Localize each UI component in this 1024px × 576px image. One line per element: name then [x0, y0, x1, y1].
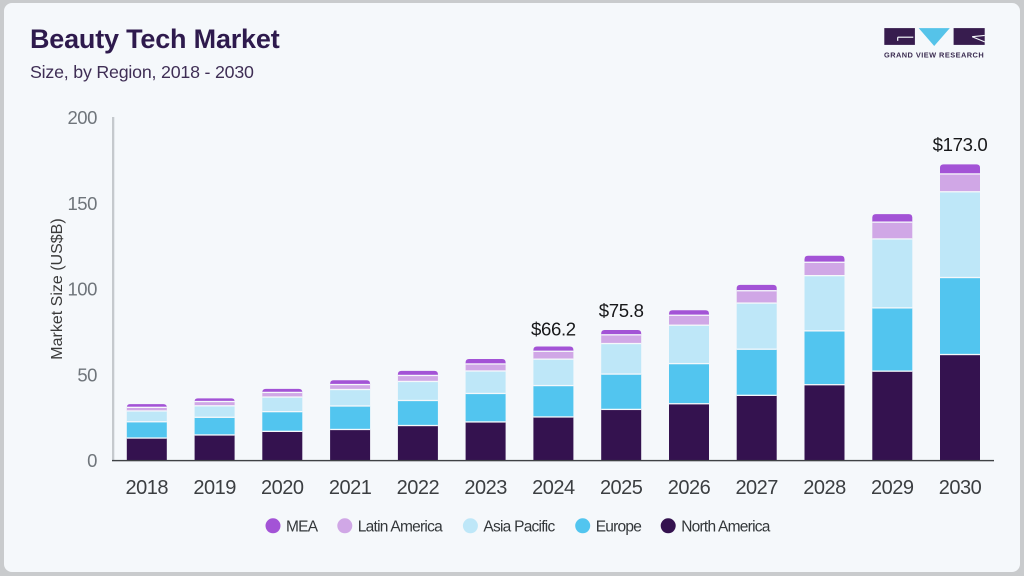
- svg-text:150: 150: [67, 193, 97, 214]
- svg-text:$66.2: $66.2: [531, 319, 576, 340]
- svg-text:$75.8: $75.8: [599, 300, 644, 321]
- svg-text:2019: 2019: [193, 477, 236, 499]
- svg-text:2025: 2025: [600, 477, 643, 499]
- svg-text:50: 50: [77, 364, 97, 385]
- svg-text:2024: 2024: [532, 477, 575, 499]
- svg-text:2020: 2020: [261, 477, 304, 499]
- svg-text:2030: 2030: [939, 477, 982, 499]
- svg-text:200: 200: [67, 107, 97, 128]
- svg-text:2022: 2022: [397, 477, 440, 499]
- svg-text:2021: 2021: [329, 477, 372, 499]
- svg-text:Latin America: Latin America: [358, 518, 443, 535]
- svg-text:2029: 2029: [871, 477, 914, 499]
- svg-text:2028: 2028: [803, 477, 846, 499]
- svg-text:Europe: Europe: [596, 518, 642, 535]
- svg-text:2027: 2027: [735, 477, 778, 499]
- svg-text:0: 0: [87, 450, 97, 471]
- svg-text:2023: 2023: [464, 477, 507, 499]
- svg-text:MEA: MEA: [286, 518, 319, 535]
- svg-text:Asia Pacific: Asia Pacific: [483, 518, 555, 535]
- svg-text:North America: North America: [681, 518, 771, 535]
- svg-text:$173.0: $173.0: [933, 134, 988, 155]
- svg-text:GRAND VIEW RESEARCH: GRAND VIEW RESEARCH: [884, 50, 984, 59]
- svg-text:100: 100: [67, 279, 97, 300]
- svg-text:Market Size (US$B): Market Size (US$B): [49, 218, 66, 359]
- svg-text:2018: 2018: [126, 477, 169, 499]
- svg-text:2026: 2026: [668, 477, 711, 499]
